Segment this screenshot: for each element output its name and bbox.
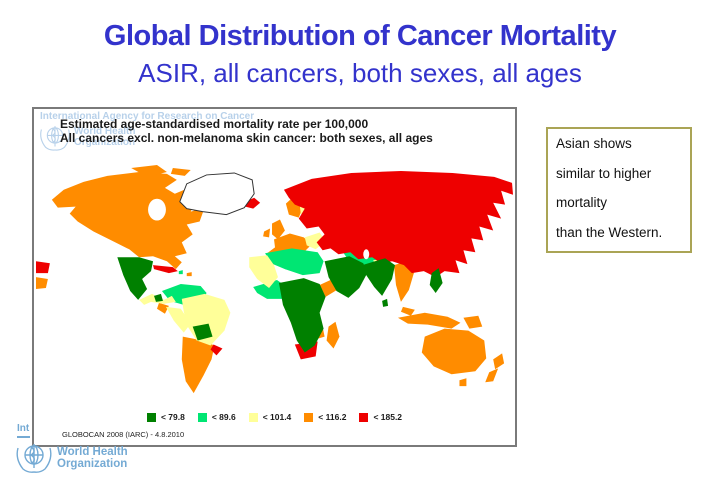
region-north-africa xyxy=(265,248,324,276)
region-bolivia xyxy=(192,323,213,341)
legend-item: < 116.2 xyxy=(304,412,346,422)
region-australia xyxy=(421,328,487,387)
region-uruguay xyxy=(210,344,223,356)
legend-swatch-green xyxy=(146,412,156,422)
legend-item: < 185.2 xyxy=(359,412,402,422)
annotation-line: than the Western. xyxy=(556,224,663,240)
slide-title: Global Distribution of Cancer Mortality xyxy=(103,20,617,52)
annotation-line: Asian shows xyxy=(556,136,632,151)
who-emblem-icon xyxy=(16,444,52,473)
region-ecuador xyxy=(156,302,169,314)
region-arctic-islands xyxy=(131,165,191,177)
map-title-line1: Estimated age-standardised mortality rat… xyxy=(60,117,369,131)
footer-partial-text: Int xyxy=(17,423,30,434)
region-new-zealand xyxy=(485,353,505,383)
region-north-america xyxy=(51,171,205,270)
hudson-bay-water xyxy=(148,198,166,221)
legend-swatch-red xyxy=(359,412,369,422)
legend-label: < 79.8 xyxy=(160,412,185,422)
who-logo-text: World Health Organization xyxy=(57,446,128,470)
region-uk-ireland xyxy=(263,219,285,240)
legend-swatch-orange xyxy=(304,412,314,422)
region-sri-lanka xyxy=(382,298,389,307)
who-text-line2: Organization xyxy=(57,458,128,470)
annotation-box: Asian shows similar to higher mortality … xyxy=(546,127,692,253)
region-philippines xyxy=(429,268,443,293)
region-greenland-no-data xyxy=(179,172,255,216)
who-emblem-watermark-icon xyxy=(40,126,70,151)
legend-label: < 116.2 xyxy=(318,412,347,422)
who-logo: World Health Organization xyxy=(14,442,128,474)
region-central-america-green xyxy=(154,293,163,302)
region-india-pakistan xyxy=(362,258,396,296)
legend-swatch-spring-green xyxy=(197,412,207,422)
legend-item: < 89.6 xyxy=(197,412,236,422)
map-source-citation: GLOBOCAN 2008 (IARC) - 4.8.2010 xyxy=(62,430,185,439)
region-mexico xyxy=(117,257,154,300)
legend-label: < 185.2 xyxy=(373,412,403,422)
region-cuba xyxy=(153,265,178,274)
slide-subtitle: ASIR, all cancers, both sexes, all ages xyxy=(138,58,582,88)
region-malaysia xyxy=(400,306,415,316)
who-text-line1: World Health xyxy=(57,446,128,458)
region-madagascar xyxy=(326,321,340,349)
region-myanmar-thailand xyxy=(394,261,414,302)
region-new-guinea xyxy=(463,315,483,329)
region-brazil xyxy=(181,293,231,346)
legend-label: < 89.6 xyxy=(211,412,236,422)
region-morocco-mali xyxy=(249,255,278,288)
annotation-line: mortality xyxy=(556,195,608,210)
region-caribbean-orange xyxy=(186,272,192,277)
map-panel: International Agency for Research on Can… xyxy=(32,107,517,447)
regions-dark-green xyxy=(117,256,443,353)
region-peru xyxy=(165,306,191,333)
legend-label: < 101.4 xyxy=(262,412,292,422)
region-turkey-middle-east xyxy=(324,256,368,298)
map-legend: < 79.8 < 89.6 < 101.4 < 116.2 < 185.2 xyxy=(34,412,515,422)
annotation-line: similar to higher xyxy=(556,165,652,181)
caspian-sea-water xyxy=(363,249,370,260)
world-choropleth-map xyxy=(36,165,514,394)
region-indonesia xyxy=(397,312,461,329)
region-kamchatka xyxy=(449,190,469,224)
legend-swatch-yellow xyxy=(248,412,258,422)
region-korea xyxy=(439,234,451,250)
iarc-watermark-text: International Agency for Research on Can… xyxy=(40,111,255,122)
watermark-organization: Organization xyxy=(74,137,136,148)
map-title-line2: All cancers excl. non-melanoma skin canc… xyxy=(60,131,433,145)
region-east-russia-wrap xyxy=(36,261,50,274)
legend-item: < 79.8 xyxy=(146,412,185,422)
footer-partial-underline xyxy=(17,436,30,438)
region-aleutians xyxy=(36,277,48,289)
region-caribbean-green xyxy=(178,270,183,275)
region-central-africa xyxy=(278,278,326,353)
region-chile-argentina xyxy=(181,336,215,394)
legend-item: < 101.4 xyxy=(248,412,292,422)
map-title: Estimated age-standardised mortality rat… xyxy=(60,117,433,145)
watermark-world-health: World Health xyxy=(74,126,136,137)
